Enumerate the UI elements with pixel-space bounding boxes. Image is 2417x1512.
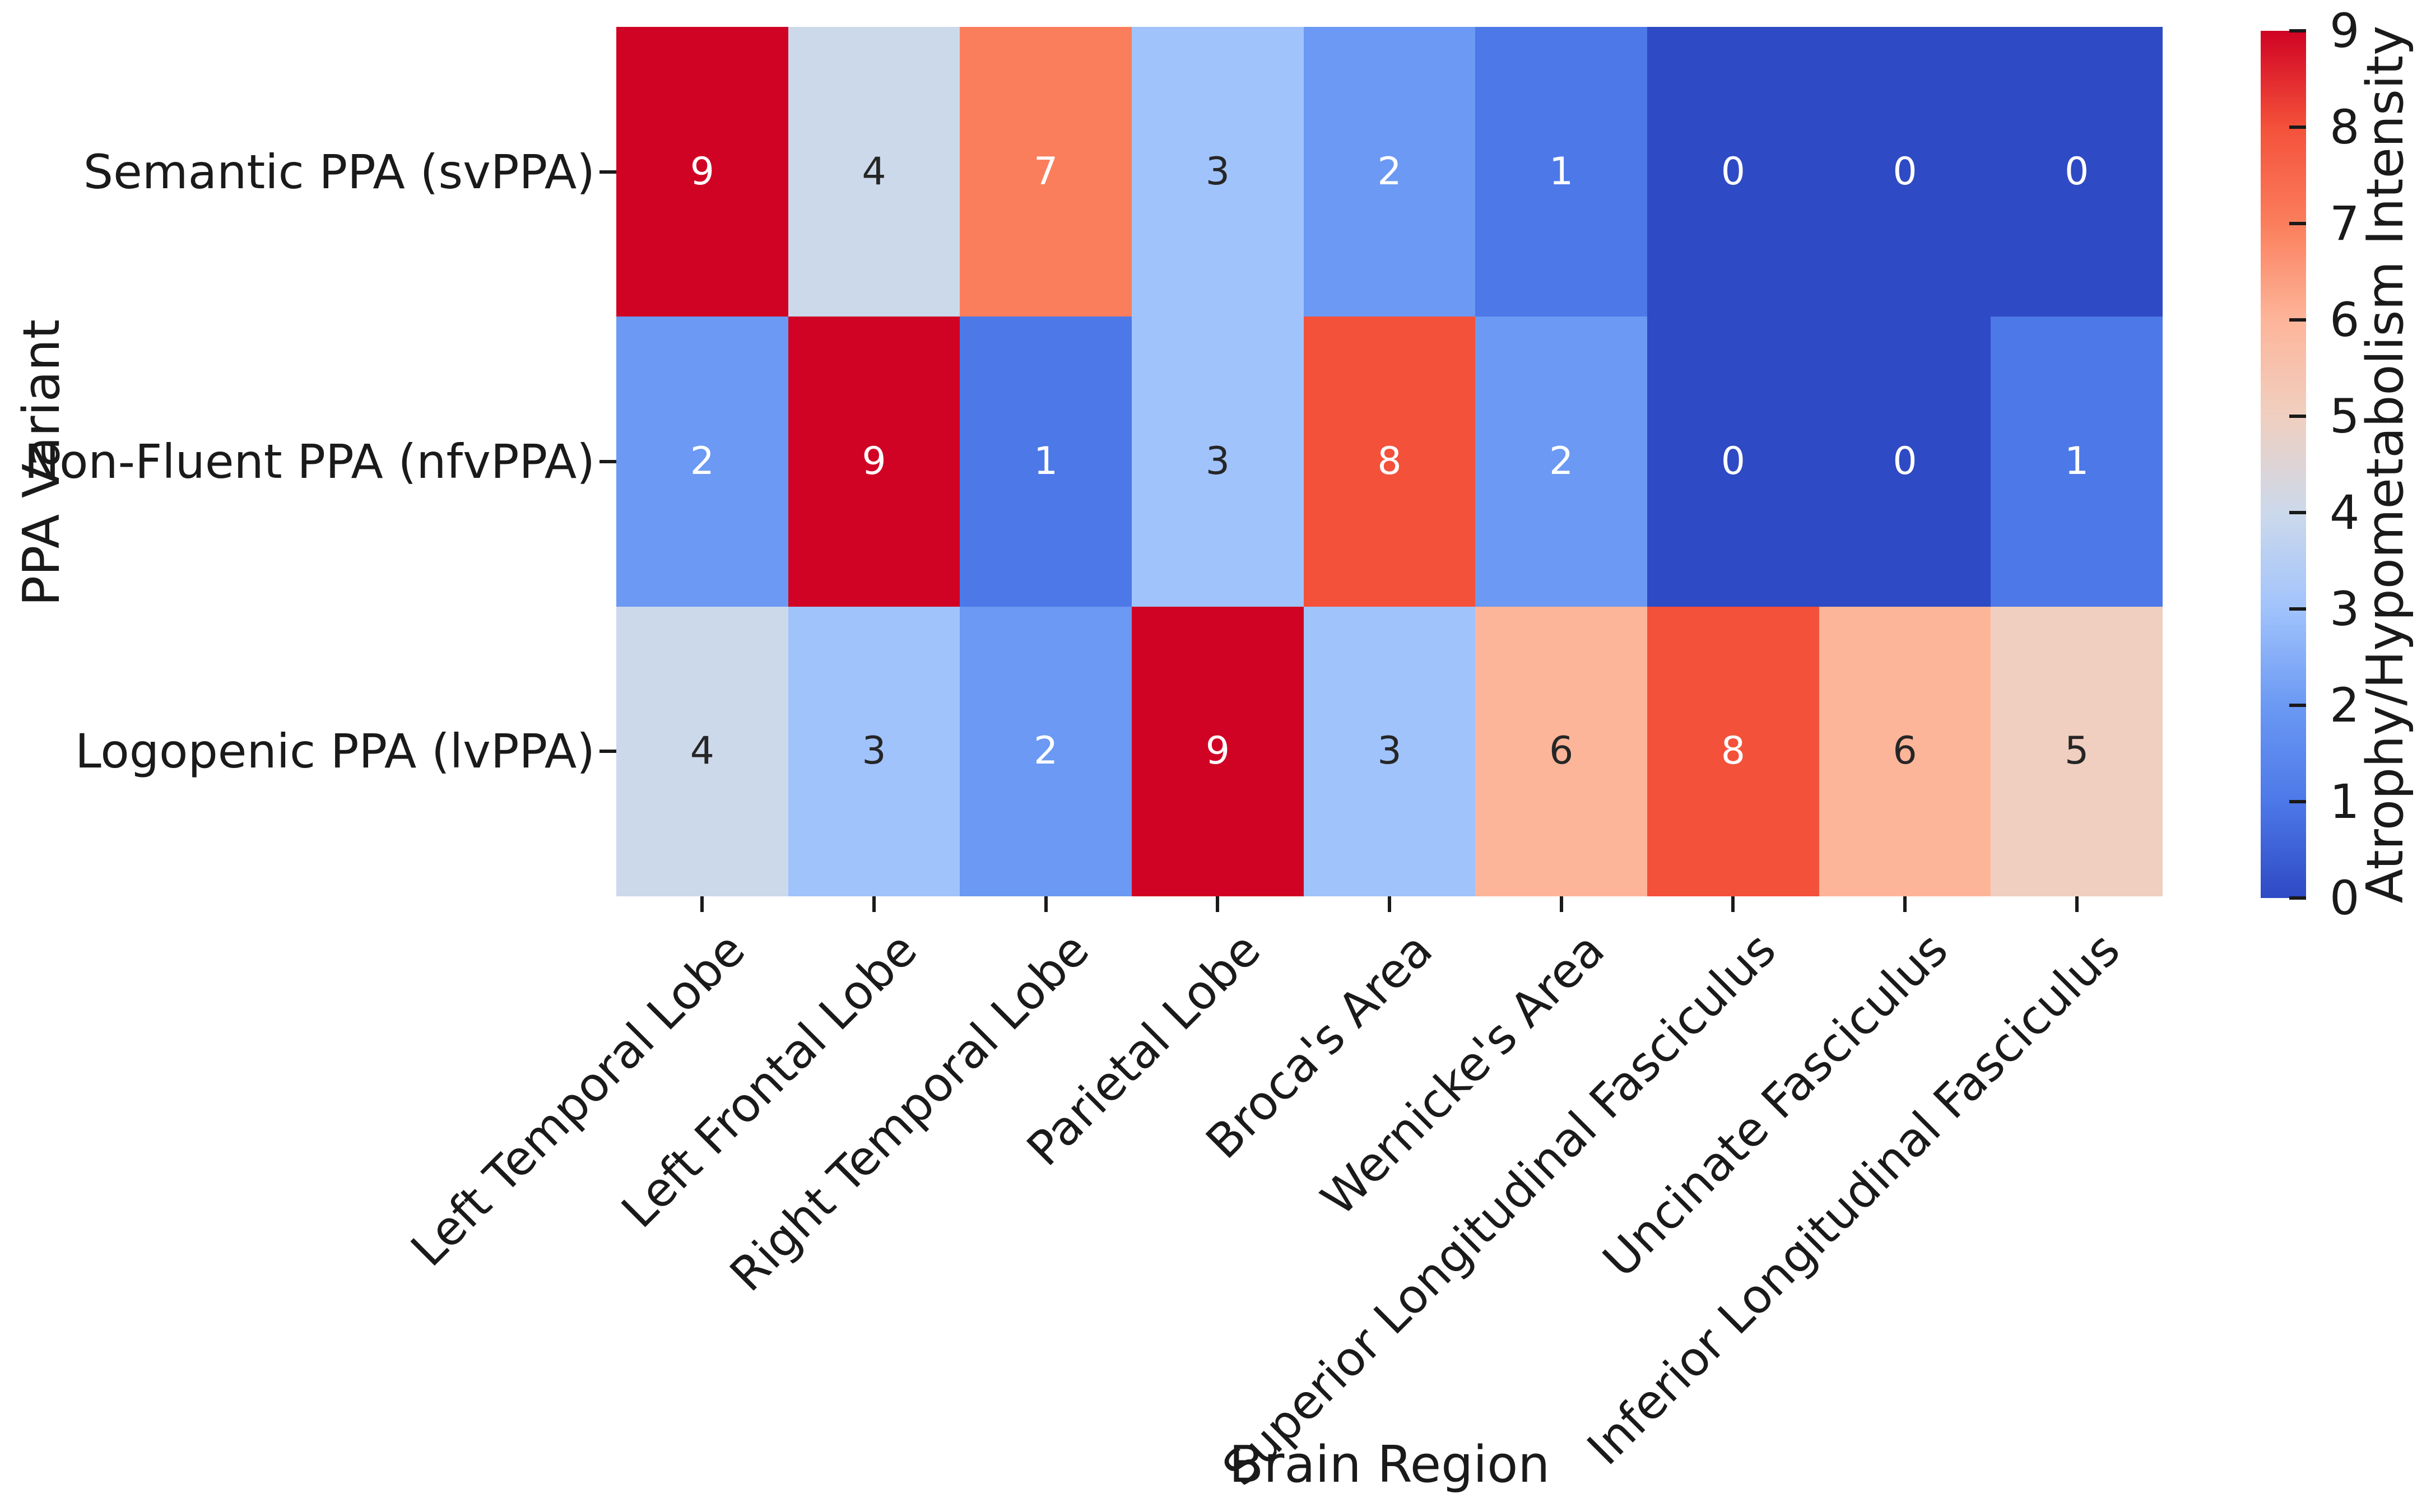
heatmap-cell: 2 (1475, 317, 1647, 607)
tick-mark (1388, 896, 1391, 912)
colorbar-tick-label: 8 (2330, 100, 2360, 155)
tick-mark (1731, 896, 1735, 912)
colorbar-gradient (2261, 31, 2306, 898)
heatmap-cell: 0 (1819, 317, 1991, 607)
colorbar-tick-label: 9 (2330, 3, 2360, 58)
colorbar-tick-label: 2 (2330, 678, 2360, 733)
tick-mark (2289, 222, 2306, 225)
tick-mark (872, 896, 876, 912)
y-tick-label: Logopenic PPA (lvPPA) (75, 724, 595, 779)
y-axis-title: PPA Variant (12, 319, 71, 607)
colorbar-tick-label: 3 (2330, 581, 2360, 636)
colorbar-title: Atrophy/Hypometabolism Intensity (2356, 25, 2415, 904)
tick-mark (1216, 896, 1220, 912)
heatmap-cell: 0 (1819, 27, 1991, 317)
colorbar-tick-label: 6 (2330, 292, 2360, 347)
tick-mark (1044, 896, 1048, 912)
tick-mark (2289, 704, 2306, 707)
colorbar-tick-label: 4 (2330, 485, 2360, 540)
heatmap-cell: 4 (788, 27, 960, 317)
heatmap-cell: 1 (1991, 317, 2163, 607)
heatmap-cell: 6 (1475, 606, 1647, 896)
heatmap-cell: 2 (616, 317, 788, 607)
heatmap-cell: 0 (1647, 317, 1819, 607)
heatmap-cell: 9 (616, 27, 788, 317)
tick-mark (2289, 29, 2306, 32)
heatmap-cell: 3 (1131, 27, 1304, 317)
heatmap-cell: 4 (616, 606, 788, 896)
heatmap-cell: 0 (1647, 27, 1819, 317)
heatmap-cell: 0 (1991, 27, 2163, 317)
x-tick-label: Inferior Longitudinal Fasciculus (1576, 922, 2130, 1476)
colorbar-tick-label: 5 (2330, 389, 2360, 444)
heatmap-cell: 8 (1647, 606, 1819, 896)
tick-mark (1903, 896, 1907, 912)
heatmap-cell: 3 (1131, 317, 1304, 607)
heatmap-cell: 1 (1475, 27, 1647, 317)
heatmap-cell: 9 (788, 317, 960, 607)
x-axis-title: Brain Region (1229, 1435, 1550, 1494)
tick-mark (2289, 511, 2306, 514)
heatmap-cell: 9 (1131, 606, 1304, 896)
colorbar-tick-label: 1 (2330, 774, 2360, 829)
heatmap-cell: 8 (1303, 317, 1476, 607)
tick-mark (2289, 607, 2306, 611)
tick-mark (2289, 415, 2306, 418)
heatmap-cell: 2 (960, 606, 1132, 896)
tick-mark (1559, 896, 1563, 912)
heatmap-cell: 3 (1303, 606, 1476, 896)
tick-mark (2289, 896, 2306, 900)
tick-mark (599, 460, 616, 463)
tick-mark (2289, 318, 2306, 322)
heatmap-cell: 2 (1303, 27, 1476, 317)
tick-mark (599, 750, 616, 753)
tick-mark (2075, 896, 2079, 912)
heatmap-cell: 1 (960, 317, 1132, 607)
tick-mark (2289, 125, 2306, 129)
heatmap-cell: 3 (788, 606, 960, 896)
colorbar-tick-label: 7 (2330, 196, 2360, 251)
y-tick-label: Non-Fluent PPA (nfvPPA) (24, 434, 595, 489)
heatmap-cell: 5 (1991, 606, 2163, 896)
colorbar-tick-label: 0 (2330, 871, 2360, 925)
tick-mark (599, 170, 616, 174)
heatmap-cell: 7 (960, 27, 1132, 317)
y-tick-label: Semantic PPA (svPPA) (83, 144, 595, 199)
tick-mark (700, 896, 704, 912)
heatmap-cell: 6 (1819, 606, 1991, 896)
tick-mark (2289, 800, 2306, 803)
